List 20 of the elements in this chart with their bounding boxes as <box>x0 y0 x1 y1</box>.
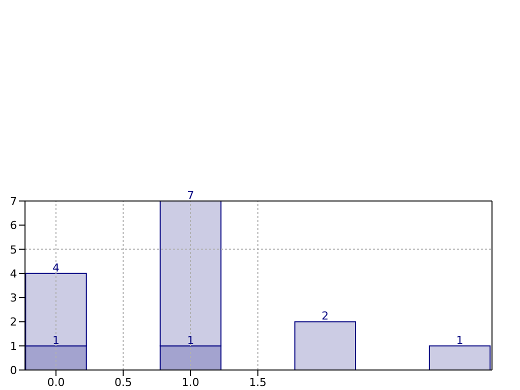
bar <box>294 321 356 370</box>
y-tick-label: 4 <box>10 267 17 280</box>
y-tick-label: 3 <box>10 292 17 305</box>
total-label: 7 <box>187 189 194 202</box>
x-tick-label: 0.0 <box>47 376 65 389</box>
x-tick-label: 0.5 <box>114 376 132 389</box>
y-tick-label: 6 <box>10 219 17 232</box>
y-tick-label: 0 <box>10 364 17 377</box>
y-tick-label: 1 <box>10 340 17 353</box>
y-tick-label: 5 <box>10 243 17 256</box>
y-tick-label: 7 <box>10 195 17 208</box>
data-label: 1 <box>52 334 60 347</box>
y-tick-label: 2 <box>10 316 17 329</box>
x-tick-label: 1.5 <box>249 376 267 389</box>
total-label: 4 <box>52 261 60 274</box>
total-label: 2 <box>322 310 329 323</box>
data-label: 1 <box>187 334 194 347</box>
bar <box>428 345 491 370</box>
x-tick-label: 1.0 <box>182 376 200 389</box>
total-label: 1 <box>456 334 464 347</box>
